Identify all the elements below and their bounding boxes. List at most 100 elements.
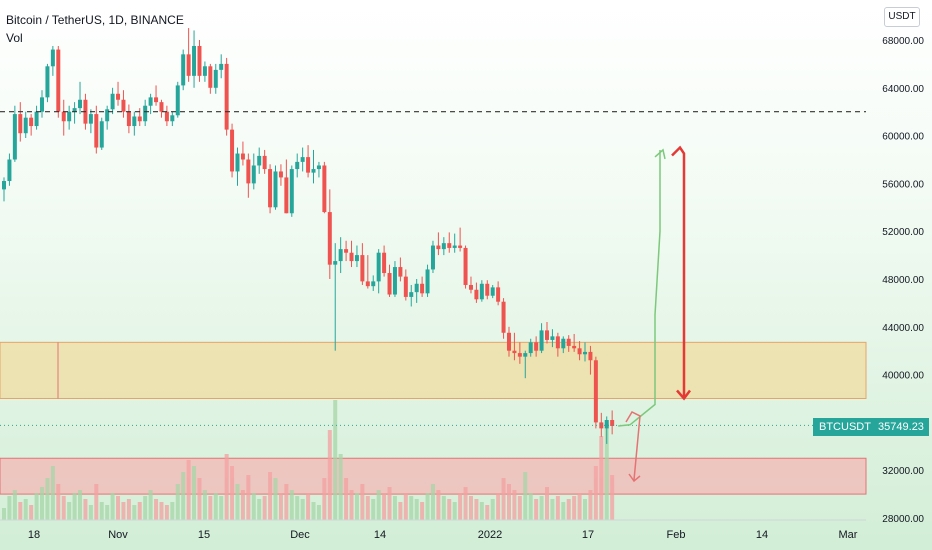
- candle[interactable]: [409, 284, 414, 307]
- candle[interactable]: [392, 261, 397, 297]
- candle[interactable]: [67, 105, 72, 130]
- candle[interactable]: [338, 237, 343, 274]
- candle[interactable]: [441, 237, 446, 256]
- candle[interactable]: [116, 81, 121, 106]
- candle[interactable]: [56, 45, 61, 118]
- candle[interactable]: [458, 227, 463, 252]
- candle[interactable]: [550, 329, 555, 348]
- candle[interactable]: [99, 117, 104, 150]
- candle[interactable]: [240, 141, 245, 166]
- candle[interactable]: [506, 326, 511, 357]
- candle[interactable]: [300, 147, 305, 172]
- candle[interactable]: [154, 85, 159, 106]
- candle[interactable]: [110, 87, 115, 115]
- candle[interactable]: [143, 99, 148, 127]
- candle[interactable]: [18, 102, 23, 142]
- candle[interactable]: [436, 232, 441, 256]
- candle[interactable]: [29, 114, 34, 136]
- candle[interactable]: [333, 243, 338, 351]
- candle[interactable]: [468, 276, 473, 294]
- candle[interactable]: [94, 105, 99, 154]
- candle[interactable]: [295, 153, 300, 178]
- candle[interactable]: [88, 109, 93, 134]
- volume-indicator-label[interactable]: Vol: [6, 31, 23, 45]
- candle[interactable]: [398, 257, 403, 282]
- candle[interactable]: [159, 99, 164, 118]
- candle[interactable]: [186, 28, 191, 82]
- candle[interactable]: [278, 164, 283, 186]
- candle[interactable]: [360, 243, 365, 285]
- candle[interactable]: [322, 161, 327, 214]
- candle[interactable]: [23, 111, 28, 138]
- candle[interactable]: [577, 341, 582, 361]
- candle[interactable]: [387, 264, 392, 297]
- candle[interactable]: [132, 111, 137, 136]
- candle[interactable]: [311, 149, 316, 184]
- candle[interactable]: [175, 81, 180, 118]
- candle[interactable]: [474, 282, 479, 303]
- candle[interactable]: [306, 145, 311, 178]
- candle[interactable]: [61, 99, 66, 136]
- candle[interactable]: [126, 104, 131, 134]
- candle[interactable]: [50, 45, 55, 76]
- candle[interactable]: [528, 338, 533, 357]
- candle[interactable]: [164, 105, 169, 127]
- candle[interactable]: [539, 323, 544, 354]
- candle[interactable]: [501, 298, 506, 339]
- candle[interactable]: [604, 416, 609, 444]
- candle[interactable]: [148, 93, 153, 115]
- candle[interactable]: [425, 264, 430, 297]
- candle[interactable]: [447, 232, 452, 253]
- candle[interactable]: [78, 81, 83, 115]
- candle[interactable]: [610, 410, 615, 435]
- candle[interactable]: [566, 335, 571, 352]
- candle[interactable]: [12, 105, 17, 162]
- candle[interactable]: [213, 63, 218, 94]
- candle[interactable]: [273, 165, 278, 210]
- candle[interactable]: [349, 240, 354, 268]
- candle[interactable]: [121, 90, 126, 118]
- candle[interactable]: [7, 153, 12, 186]
- candle[interactable]: [289, 165, 294, 217]
- candle[interactable]: [561, 336, 566, 354]
- candle[interactable]: [517, 342, 522, 364]
- candle[interactable]: [365, 255, 370, 289]
- candle[interactable]: [403, 269, 408, 301]
- candle[interactable]: [219, 54, 224, 79]
- candle[interactable]: [588, 345, 593, 375]
- candle[interactable]: [327, 189, 332, 279]
- candle[interactable]: [40, 90, 45, 118]
- candle[interactable]: [430, 240, 435, 274]
- candle[interactable]: [246, 153, 251, 198]
- candle[interactable]: [202, 61, 207, 82]
- candle[interactable]: [257, 147, 262, 174]
- candle[interactable]: [2, 177, 6, 202]
- candle[interactable]: [452, 233, 457, 253]
- candle[interactable]: [490, 284, 495, 299]
- candle[interactable]: [545, 322, 549, 344]
- candle[interactable]: [534, 336, 539, 357]
- candle[interactable]: [208, 63, 213, 94]
- candle[interactable]: [262, 149, 267, 174]
- candle[interactable]: [354, 245, 359, 268]
- candle[interactable]: [170, 111, 175, 127]
- candle[interactable]: [479, 280, 484, 302]
- candle[interactable]: [593, 356, 598, 429]
- candle[interactable]: [268, 164, 273, 214]
- candle[interactable]: [572, 333, 577, 352]
- candle[interactable]: [496, 281, 501, 306]
- candle[interactable]: [371, 275, 376, 291]
- candle[interactable]: [316, 161, 321, 178]
- candle[interactable]: [382, 245, 387, 277]
- candle[interactable]: [555, 332, 560, 357]
- candle[interactable]: [105, 105, 110, 130]
- candle[interactable]: [523, 350, 528, 379]
- currency-badge[interactable]: USDT: [884, 7, 920, 27]
- candle[interactable]: [344, 240, 349, 262]
- candle[interactable]: [512, 332, 517, 361]
- candle[interactable]: [599, 412, 604, 437]
- candle[interactable]: [485, 280, 490, 300]
- candle[interactable]: [235, 147, 240, 186]
- candle[interactable]: [197, 40, 202, 82]
